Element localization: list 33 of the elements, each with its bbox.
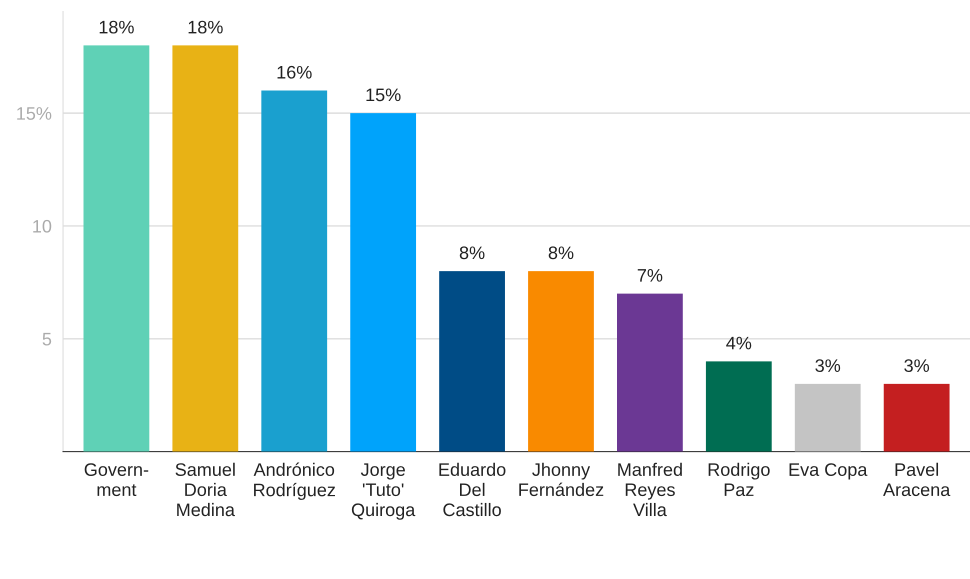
x-tick-label: Pavel Aracena	[883, 462, 950, 496]
data-label: 15%	[366, 88, 401, 102]
x-tick-label: Andrónico Rodríguez	[254, 462, 335, 500]
bar	[350, 113, 416, 452]
data-label: 4%	[726, 336, 752, 350]
y-tick-label: 15%	[17, 107, 52, 120]
data-label: 8%	[548, 246, 574, 260]
x-tick-label: Jorge 'Tuto' Quiroga	[352, 463, 416, 520]
data-label: 18%	[100, 20, 134, 34]
data-label: 3%	[815, 359, 840, 372]
data-label: 8%	[460, 246, 484, 260]
data-label: 7%	[638, 269, 662, 282]
x-tick-label: Rodrigo Paz	[708, 462, 770, 496]
data-label: 18%	[188, 20, 223, 34]
bar	[706, 361, 772, 452]
bar	[261, 90, 328, 452]
bar	[439, 271, 505, 452]
data-label: 16%	[278, 66, 312, 79]
x-tick-label: Govern- ment	[84, 463, 148, 496]
bar	[884, 384, 950, 452]
bar	[84, 45, 150, 452]
x-tick-label: Eva Copa	[790, 463, 868, 480]
bar	[172, 45, 238, 452]
x-tick-label: Jhonny Fernández	[519, 462, 604, 496]
bar	[528, 271, 594, 452]
y-tick-label: 5	[42, 332, 52, 346]
data-label: 3%	[904, 359, 930, 372]
bar	[794, 384, 861, 452]
x-tick-label: Manfred Reyes Villa	[618, 462, 682, 516]
x-tick-label: Eduardo Del Castillo	[439, 462, 506, 516]
bar	[617, 294, 683, 452]
x-tick-label: Samuel Doria Medina	[176, 462, 235, 516]
y-tick-label: 10	[33, 220, 52, 233]
